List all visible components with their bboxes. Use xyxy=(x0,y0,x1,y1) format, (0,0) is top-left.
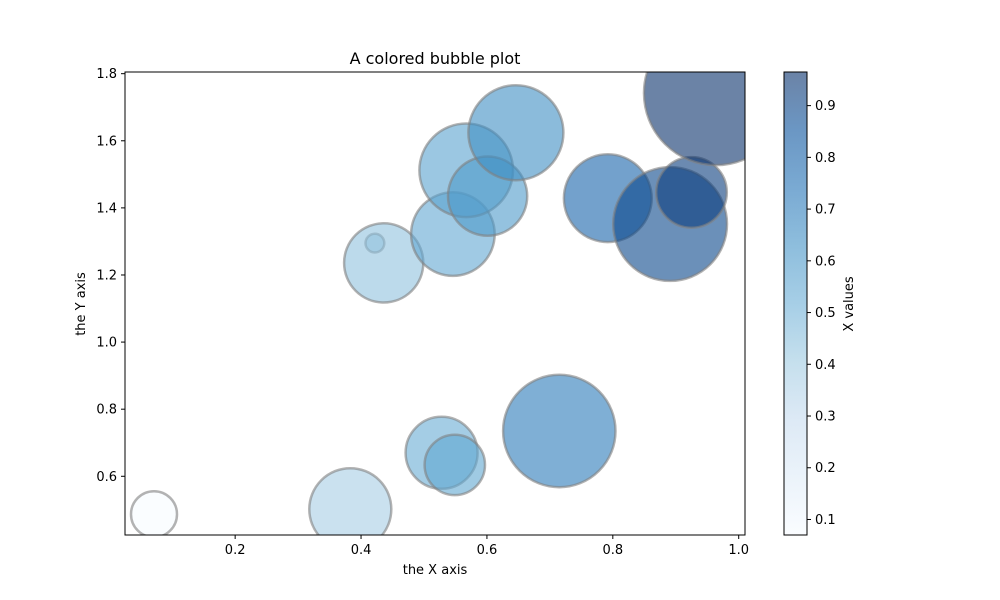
x-tick-label: 0.4 xyxy=(351,543,372,558)
colorbar-tick-label: 0.6 xyxy=(815,254,836,269)
x-tick-label: 0.2 xyxy=(225,543,246,558)
x-axis-label: the X axis xyxy=(403,563,468,578)
colorbar-tick-label: 0.2 xyxy=(815,461,836,476)
colorbar-tick-label: 0.8 xyxy=(815,151,836,166)
bubble-11 xyxy=(501,373,617,489)
y-axis-ticks: 0.6 0.8 1.0 1.2 1.4 1.6 1.8 xyxy=(96,67,125,485)
colorbar-tick-label: 0.5 xyxy=(815,306,836,321)
colorbar-tick-label: 0.7 xyxy=(815,203,836,218)
colorbar xyxy=(784,72,807,535)
colorbar-frame xyxy=(783,71,808,536)
y-tick-label: 0.6 xyxy=(96,470,117,485)
colorbar-tick-label: 0.4 xyxy=(815,358,836,373)
x-tick-label: 1.0 xyxy=(728,543,749,558)
y-tick-label: 1.6 xyxy=(96,134,117,149)
bubble-7 xyxy=(423,433,487,497)
bubble-1 xyxy=(129,489,179,535)
colorbar-label: X values xyxy=(842,276,857,332)
bubble-layer xyxy=(129,72,745,535)
y-tick-label: 1.0 xyxy=(96,336,117,351)
bubble-10 xyxy=(467,83,565,182)
colorbar-tick-label: 0.9 xyxy=(815,99,836,114)
y-axis-label: the Y axis xyxy=(74,272,89,336)
colorbar-tick-label: 0.3 xyxy=(815,410,836,425)
colorbar-tick-label: 0.1 xyxy=(815,513,836,528)
x-tick-label: 0.8 xyxy=(602,543,623,558)
x-tick-label: 0.6 xyxy=(477,543,498,558)
bubble-15 xyxy=(642,72,745,167)
bubble-14 xyxy=(654,155,729,229)
plot-frame xyxy=(124,71,746,536)
y-tick-label: 1.4 xyxy=(96,201,117,216)
x-axis-ticks: 0.2 0.4 0.6 0.8 1.0 xyxy=(225,535,749,558)
y-tick-label: 1.8 xyxy=(96,67,117,82)
y-tick-label: 0.8 xyxy=(96,403,117,418)
colorbar-ticks: 0.1 0.2 0.3 0.4 0.5 0.6 0.7 0.8 0.9 xyxy=(807,99,836,528)
y-tick-label: 1.2 xyxy=(96,268,117,283)
bubble-2 xyxy=(308,466,393,535)
chart-title: A colored bubble plot xyxy=(350,49,521,68)
